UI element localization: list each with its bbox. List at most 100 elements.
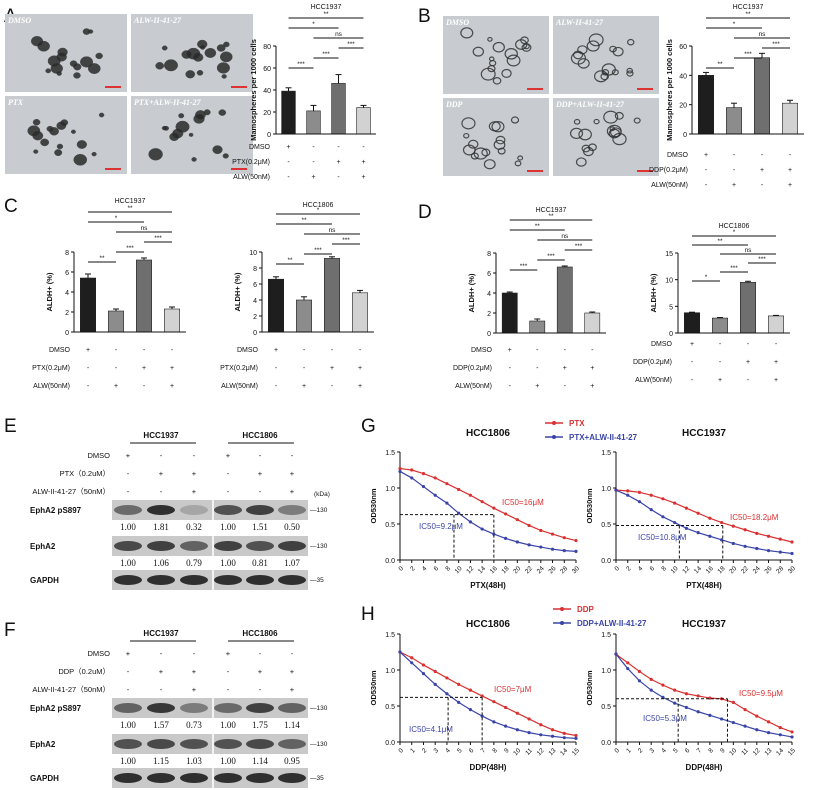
x-tick-label: 8 xyxy=(660,565,668,573)
protein-band xyxy=(180,505,208,515)
treatment-mark: - xyxy=(564,383,567,390)
y-axis-label: ALDH+ (%) xyxy=(45,272,54,311)
significance-label: ** xyxy=(535,223,541,230)
x-tick-label: 24 xyxy=(536,565,546,575)
cell-sphere xyxy=(577,58,590,69)
data-point xyxy=(661,695,665,699)
protein-band xyxy=(147,773,175,783)
data-point xyxy=(492,532,496,536)
x-tick-label: 14 xyxy=(477,565,487,575)
treatment-row-label: ALW(50nM) xyxy=(455,383,492,390)
data-point xyxy=(539,528,543,533)
treatment-row-label: ALW(50nM) xyxy=(233,174,270,181)
x-tick-label: 10 xyxy=(728,747,738,757)
data-point xyxy=(743,528,747,532)
microscopy-image: PTX xyxy=(5,96,127,174)
cell-sphere xyxy=(588,143,597,152)
data-point xyxy=(457,700,461,705)
treatment-mark: - xyxy=(160,685,163,694)
y-tick-label: 0 xyxy=(669,331,673,338)
protein-band xyxy=(246,703,274,713)
treatment-mark: + xyxy=(732,182,736,189)
x-tick-label: 20 xyxy=(728,565,738,575)
protein-band xyxy=(278,541,306,551)
data-point xyxy=(626,493,630,497)
x-tick-label: 8 xyxy=(444,565,452,573)
quantification-value: 0.73 xyxy=(186,720,202,730)
cell-sphere xyxy=(492,41,505,53)
series-line xyxy=(615,489,793,555)
data-point xyxy=(457,682,461,687)
protein-band xyxy=(114,703,142,713)
quantification-value: 0.95 xyxy=(284,756,300,766)
data-point xyxy=(468,493,472,497)
treatment-mark: + xyxy=(361,159,365,166)
protein-band xyxy=(147,541,175,551)
treatment-mark: + xyxy=(760,167,764,174)
panel-letter-C: C xyxy=(4,196,18,217)
quantification-value: 1.15 xyxy=(153,756,169,766)
data-point xyxy=(492,700,496,704)
y-tick-label: 6 xyxy=(253,282,257,289)
cell-sphere xyxy=(175,120,190,133)
data-point xyxy=(614,652,618,656)
cell-sphere xyxy=(473,147,488,160)
treatment-mark: + xyxy=(290,487,295,496)
cell-sphere xyxy=(95,52,103,60)
y-axis-label: OD530nm xyxy=(369,670,378,705)
cell-sphere xyxy=(76,140,87,149)
data-point xyxy=(673,688,677,692)
y-axis-label: OD530nm xyxy=(585,488,594,523)
significance-label: ns xyxy=(759,31,767,38)
treatment-mark: - xyxy=(719,341,722,348)
data-point xyxy=(468,520,472,524)
x-tick-label: 6 xyxy=(468,747,476,755)
x-tick-label: 30 xyxy=(571,565,581,575)
y-tick-label: 2 xyxy=(253,314,257,321)
cell-sphere xyxy=(33,149,39,154)
bar-dmso xyxy=(501,292,518,334)
y-tick-label: 0 xyxy=(267,132,271,139)
x-tick-label: 9 xyxy=(719,747,727,755)
bar-alw xyxy=(306,110,321,135)
treatment-mark: + xyxy=(274,347,278,354)
treatment-mark: + xyxy=(704,152,708,159)
y-tick-label: 5 xyxy=(669,304,673,311)
x-tick-label: 10 xyxy=(670,565,680,575)
significance-label: *** xyxy=(744,51,752,58)
x-tick-label: 0 xyxy=(613,747,621,755)
data-point xyxy=(539,733,543,737)
cell-sphere xyxy=(40,138,50,147)
cell-sphere xyxy=(480,67,496,81)
y-tick-label: 60 xyxy=(263,66,271,73)
x-tick-label: 14 xyxy=(775,747,785,757)
cell-sphere xyxy=(186,47,201,60)
chart-title: HCC1937 xyxy=(733,4,764,11)
treatment-mark: - xyxy=(747,377,750,384)
treatment-mark: + xyxy=(590,365,594,372)
treatment-mark: - xyxy=(719,359,722,366)
x-tick-label: 6 xyxy=(649,565,657,573)
scale-bar xyxy=(527,170,543,172)
cell-sphere xyxy=(54,149,63,157)
y-tick-label: 2 xyxy=(487,311,491,318)
x-tick-label: 14 xyxy=(559,747,569,757)
x-tick-label: 12 xyxy=(681,565,691,575)
significance-label: *** xyxy=(347,41,355,48)
y-axis-label: ALDH+ (%) xyxy=(649,273,658,312)
y-tick-label: 4 xyxy=(487,291,491,298)
cell-sphere xyxy=(56,143,64,150)
y-tick-label: 0.0 xyxy=(385,558,395,565)
data-point xyxy=(755,531,759,535)
significance-label: * xyxy=(115,215,118,222)
treatment-mark: + xyxy=(126,451,131,460)
data-point xyxy=(649,677,653,681)
protein-band xyxy=(214,541,242,551)
y-tick-label: 20 xyxy=(679,103,687,110)
data-point xyxy=(527,731,531,735)
data-point xyxy=(574,538,578,543)
y-tick-label: 1.0 xyxy=(601,668,611,675)
legend-label: DDP xyxy=(577,605,595,614)
